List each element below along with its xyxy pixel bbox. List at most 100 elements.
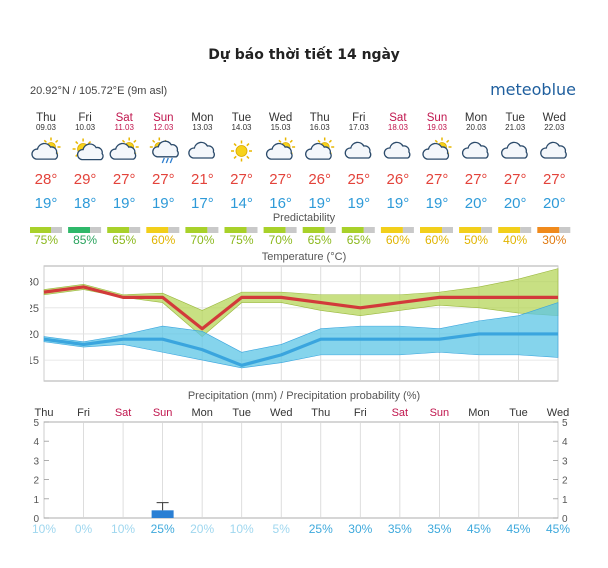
max-temp: 26° — [308, 171, 331, 188]
page-title: Dự báo thời tiết 14 ngày — [208, 47, 400, 63]
cloud-shape — [461, 141, 489, 159]
predictability-bar — [146, 227, 169, 233]
cloud-shape — [76, 143, 104, 161]
max-temp: 25° — [347, 171, 370, 188]
day-name: Sun — [427, 112, 447, 124]
precip-tick-label-left: 4 — [33, 437, 39, 448]
max-temp: 27° — [152, 171, 175, 188]
sun-ray — [121, 139, 126, 143]
precip-probability: 30% — [348, 522, 372, 536]
temperature-title: Temperature (°C) — [262, 251, 346, 263]
temperature-tick-label: 25 — [30, 303, 39, 315]
precip-probability: 25% — [151, 522, 175, 536]
sun-cloud-icon — [72, 138, 104, 161]
day-date: 11.03 — [114, 123, 134, 132]
predictability-bar-rest — [442, 227, 453, 233]
predictability-value: 75% — [34, 233, 58, 247]
day-date: 20.03 — [466, 123, 487, 132]
cloud-shape — [152, 140, 179, 158]
predictability-bar — [263, 227, 286, 233]
sun-ray — [246, 143, 250, 147]
predictability-bar-rest — [246, 227, 258, 233]
predictability-bar-rest — [363, 227, 375, 233]
predictability-value: 40% — [503, 233, 527, 247]
predictability-value: 75% — [229, 233, 253, 247]
precip-day-name: Sun — [153, 407, 173, 419]
precip-day-name: Wed — [270, 407, 292, 419]
max-temp: 21° — [191, 171, 214, 188]
sun-ray — [233, 155, 237, 159]
rain-drop — [165, 157, 169, 164]
predictability-bar-rest — [285, 227, 297, 233]
day-name: Fri — [78, 112, 91, 124]
cloud-shape — [344, 141, 372, 159]
min-temp: 19° — [347, 195, 370, 212]
precip-tick-label-right: 0 — [562, 514, 568, 525]
precip-tick-label-left: 0 — [33, 514, 39, 525]
precip-day-name: Fri — [354, 407, 367, 419]
day-name: Wed — [269, 112, 292, 124]
precip-tick-label-right: 3 — [562, 456, 568, 467]
predictability-bar-rest — [129, 227, 141, 233]
sun-ray — [55, 139, 59, 143]
day-name: Sat — [116, 112, 134, 124]
predictability-bar — [380, 227, 403, 233]
temperature-tick-label: 15 — [30, 355, 39, 367]
sun-ray — [289, 139, 293, 143]
cloud-shape — [540, 141, 567, 159]
precip-probability: 35% — [388, 522, 412, 536]
predictability-value: 50% — [464, 233, 488, 247]
precip-day-name: Mon — [191, 407, 212, 419]
predictability-bar-rest — [207, 227, 219, 233]
predictability-bar-rest — [481, 227, 493, 233]
predictability-bar — [224, 227, 247, 233]
sun-ray — [233, 143, 237, 147]
precip-probability: 0% — [75, 522, 93, 536]
cloud-shape — [422, 142, 450, 160]
precip-tick-label-right: 1 — [562, 495, 568, 506]
meteoblue-logo[interactable]: meteoblue — [490, 80, 576, 99]
cloud-icon — [383, 141, 411, 159]
precip-day-name: Tue — [232, 407, 251, 419]
predictability-bar — [537, 227, 560, 233]
max-temp: 29° — [74, 171, 97, 188]
max-temp-line — [43, 285, 558, 331]
max-temp: 27° — [426, 171, 449, 188]
day-name: Thu — [310, 112, 330, 124]
day-date: 22.03 — [544, 123, 565, 132]
predictability-value: 60% — [425, 233, 449, 247]
cloud-shape — [265, 142, 293, 160]
max-temp: 27° — [269, 171, 292, 188]
min-temp-line — [43, 332, 558, 367]
sun-ray — [317, 139, 321, 143]
sun-ray — [43, 139, 47, 143]
min-temp: 19° — [152, 195, 175, 212]
min-temp-band — [43, 302, 559, 369]
min-temp: 19° — [426, 195, 449, 212]
day-date: 09.03 — [36, 123, 57, 132]
predictability-bar-rest — [520, 227, 532, 233]
predictability-value: 60% — [151, 233, 175, 247]
sun-ray — [246, 155, 250, 159]
max-temp: 27° — [113, 171, 136, 188]
cloud-shape — [31, 142, 59, 160]
cloud-icon — [540, 141, 567, 159]
predictability-bar-rest — [402, 227, 414, 233]
min-temp: 19° — [35, 195, 58, 212]
min-temp: 20° — [465, 195, 488, 212]
sun-icon — [231, 140, 252, 162]
temperature-tick-label: 20 — [30, 329, 39, 341]
predictability-bar — [498, 227, 521, 233]
precip-day-name: Sat — [392, 407, 409, 419]
precip-probability: 45% — [467, 522, 491, 536]
day-date: 13.03 — [192, 123, 213, 132]
cloud-sun-icon — [109, 137, 139, 160]
day-date: 17.03 — [349, 123, 370, 132]
cloud-sun-icon — [31, 137, 61, 160]
sun-rain-icon — [149, 137, 179, 164]
precip-probability: 20% — [190, 522, 214, 536]
cloud-shape — [188, 141, 215, 159]
min-temp: 16° — [269, 195, 292, 212]
sun-ray — [75, 141, 79, 145]
min-temp: 19° — [387, 195, 410, 212]
